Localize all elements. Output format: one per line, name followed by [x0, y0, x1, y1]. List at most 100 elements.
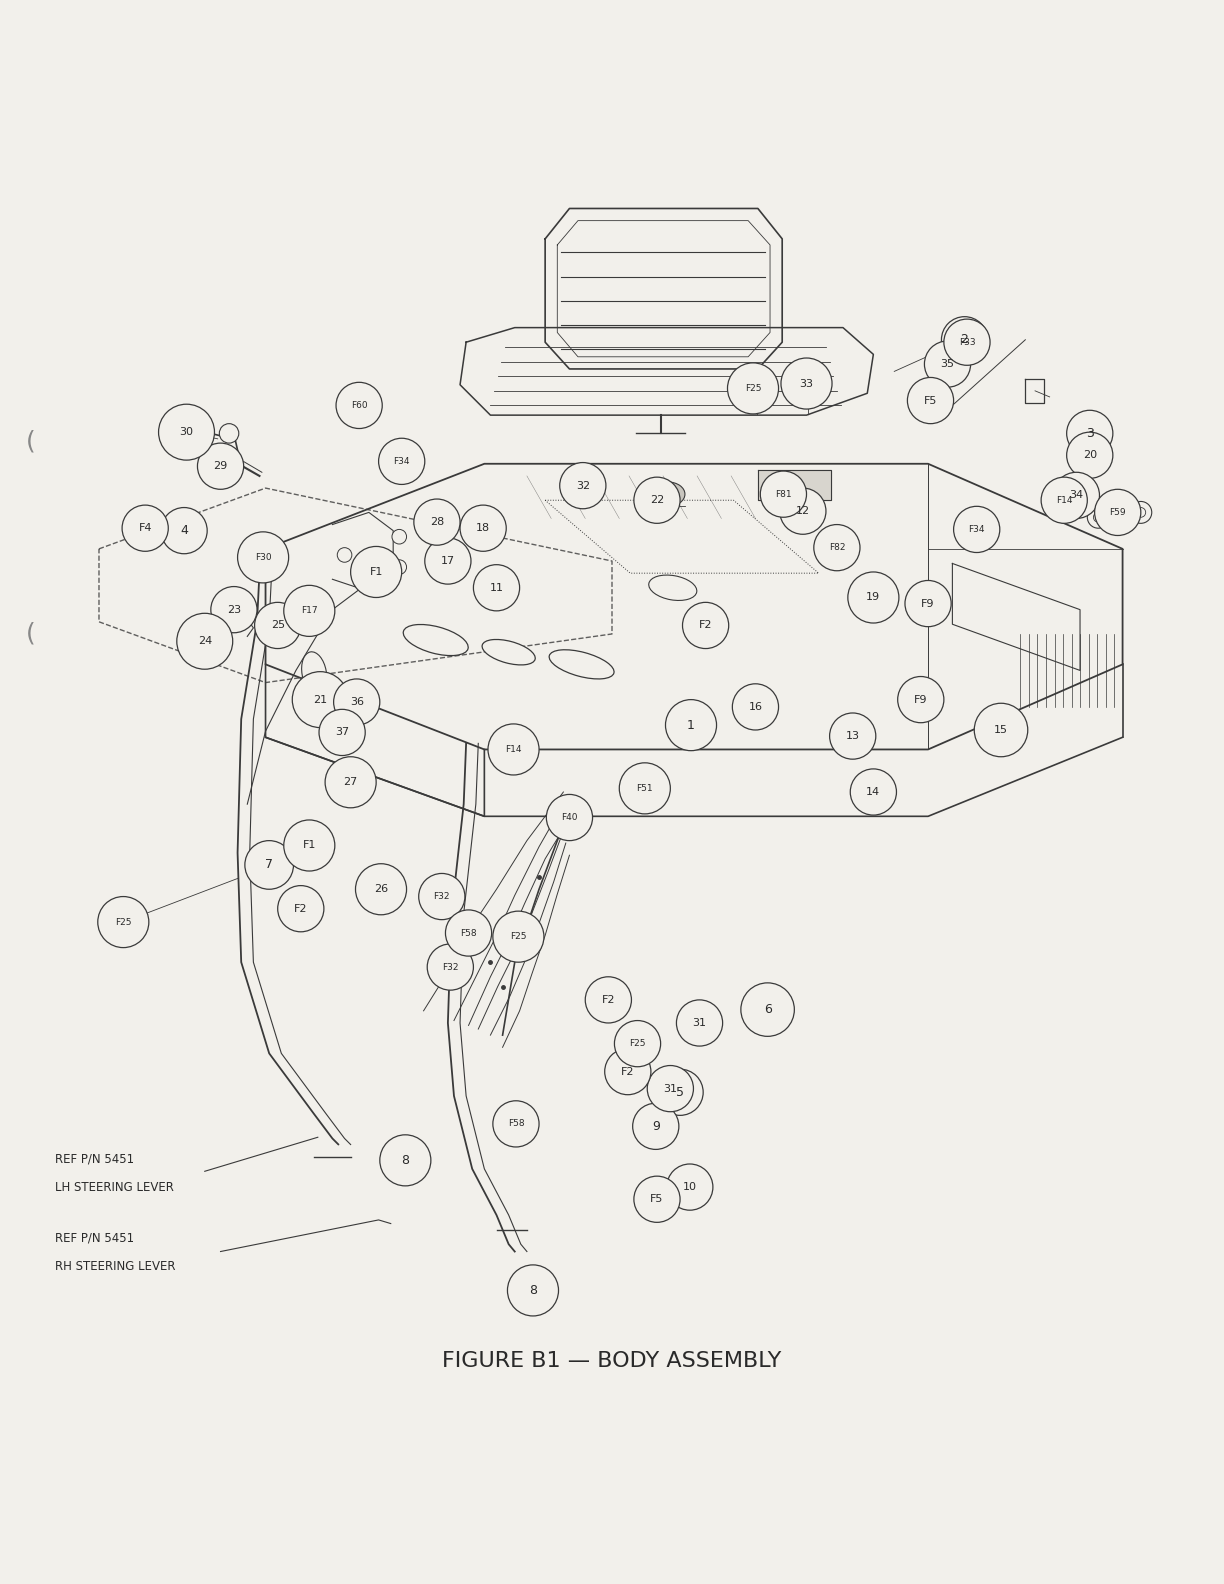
Circle shape: [474, 564, 520, 611]
Circle shape: [657, 1069, 703, 1115]
Text: 5: 5: [676, 1085, 684, 1099]
Text: 23: 23: [226, 605, 241, 615]
Text: 18: 18: [476, 523, 490, 534]
Circle shape: [488, 724, 539, 775]
Polygon shape: [758, 470, 831, 501]
Circle shape: [237, 532, 289, 583]
Text: F58: F58: [460, 928, 477, 938]
Circle shape: [741, 982, 794, 1036]
Text: 26: 26: [375, 884, 388, 895]
Text: RH STEERING LEVER: RH STEERING LEVER: [55, 1259, 176, 1274]
Text: F34: F34: [968, 524, 985, 534]
Text: F9: F9: [922, 599, 935, 608]
Text: 36: 36: [350, 697, 364, 706]
Text: REF P/N 5451: REF P/N 5451: [55, 1152, 135, 1166]
Text: 34: 34: [1070, 491, 1083, 501]
Text: 2: 2: [961, 333, 968, 347]
Text: 4: 4: [180, 524, 188, 537]
Text: FIGURE B1 — BODY ASSEMBLY: FIGURE B1 — BODY ASSEMBLY: [442, 1351, 782, 1370]
Text: F2: F2: [621, 1066, 634, 1077]
Circle shape: [211, 586, 257, 632]
Circle shape: [677, 1000, 722, 1045]
Circle shape: [944, 318, 990, 366]
Text: REF P/N 5451: REF P/N 5451: [55, 1231, 135, 1243]
Circle shape: [830, 713, 876, 759]
Text: F14: F14: [506, 744, 521, 754]
Text: F82: F82: [829, 543, 845, 553]
Circle shape: [1066, 410, 1113, 456]
Circle shape: [634, 1177, 681, 1223]
Text: F32: F32: [433, 892, 450, 901]
Circle shape: [159, 404, 214, 459]
Text: F33: F33: [958, 337, 976, 347]
Text: F25: F25: [629, 1039, 646, 1049]
Text: F25: F25: [744, 383, 761, 393]
Text: F25: F25: [115, 917, 131, 927]
Circle shape: [334, 680, 379, 725]
Ellipse shape: [651, 482, 685, 507]
Text: F34: F34: [393, 456, 410, 466]
Circle shape: [974, 703, 1028, 757]
Text: F2: F2: [699, 621, 712, 630]
Circle shape: [392, 529, 406, 543]
Text: 10: 10: [683, 1182, 696, 1193]
Circle shape: [427, 944, 474, 990]
Text: F2: F2: [602, 995, 616, 1004]
Circle shape: [326, 757, 376, 808]
Text: 12: 12: [796, 507, 810, 516]
Text: F81: F81: [775, 489, 792, 499]
Circle shape: [585, 977, 632, 1023]
Text: F40: F40: [561, 813, 578, 822]
Ellipse shape: [301, 651, 327, 694]
Circle shape: [1066, 432, 1113, 478]
Text: 15: 15: [994, 725, 1009, 735]
Circle shape: [781, 358, 832, 409]
Circle shape: [508, 1266, 558, 1316]
Ellipse shape: [339, 716, 354, 741]
Circle shape: [905, 580, 951, 627]
Text: 24: 24: [197, 637, 212, 646]
Circle shape: [98, 897, 149, 947]
Text: F25: F25: [510, 931, 526, 941]
Circle shape: [337, 382, 382, 429]
Text: 31: 31: [693, 1019, 706, 1028]
Circle shape: [953, 507, 1000, 553]
Circle shape: [634, 477, 681, 523]
Text: F1: F1: [370, 567, 383, 577]
Circle shape: [493, 911, 543, 961]
Circle shape: [319, 710, 365, 756]
Circle shape: [460, 505, 507, 551]
Circle shape: [546, 795, 592, 841]
Circle shape: [419, 873, 465, 920]
Text: 27: 27: [344, 778, 357, 787]
Text: 8: 8: [529, 1285, 537, 1297]
Circle shape: [851, 768, 896, 816]
Circle shape: [446, 909, 492, 957]
Circle shape: [732, 684, 778, 730]
Circle shape: [924, 341, 971, 386]
Circle shape: [350, 546, 401, 597]
Circle shape: [1054, 472, 1099, 518]
Circle shape: [814, 524, 860, 570]
Circle shape: [1042, 477, 1087, 523]
Text: 20: 20: [1083, 450, 1097, 461]
Circle shape: [355, 863, 406, 916]
Text: 37: 37: [335, 727, 349, 738]
Circle shape: [392, 559, 406, 575]
Text: 14: 14: [867, 787, 880, 797]
Text: 35: 35: [940, 360, 955, 369]
Text: 33: 33: [799, 379, 814, 388]
Text: LH STEERING LEVER: LH STEERING LEVER: [55, 1182, 174, 1194]
Circle shape: [493, 1101, 539, 1147]
Text: F2: F2: [294, 904, 307, 914]
Ellipse shape: [1136, 507, 1146, 518]
Text: F58: F58: [508, 1120, 524, 1128]
Ellipse shape: [1130, 502, 1152, 523]
Text: 25: 25: [271, 621, 285, 630]
Circle shape: [219, 423, 239, 444]
Circle shape: [122, 505, 168, 551]
Ellipse shape: [1093, 512, 1103, 523]
Circle shape: [897, 676, 944, 722]
Text: 9: 9: [652, 1120, 660, 1133]
Circle shape: [907, 377, 953, 423]
